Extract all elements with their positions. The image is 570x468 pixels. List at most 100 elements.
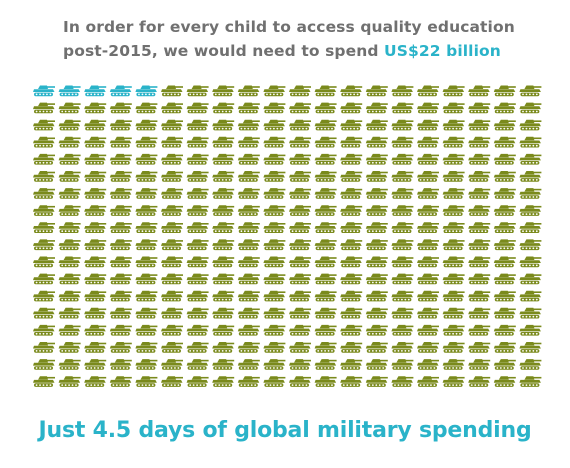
tank-icon	[263, 222, 286, 233]
tank-icon	[442, 153, 465, 165]
tank-icon	[263, 188, 286, 199]
tank-icon	[468, 359, 491, 370]
tank-icon	[58, 239, 81, 251]
tank-icon	[493, 359, 516, 370]
tank-icon	[442, 376, 465, 387]
tank-icon	[212, 273, 235, 285]
tank-icon	[237, 290, 260, 302]
tank-icon	[84, 171, 107, 182]
tank-icon	[442, 239, 465, 251]
tank-icon	[519, 102, 542, 114]
tank-icon	[33, 153, 55, 165]
tank-icon	[161, 222, 183, 233]
tank-icon	[212, 290, 235, 302]
tank-icon	[365, 359, 388, 370]
tank-icon	[493, 324, 516, 336]
tank-icon	[84, 376, 107, 387]
tank-icon	[263, 119, 286, 131]
tank-icon	[161, 136, 183, 148]
tank-icon	[417, 153, 439, 165]
tank-icon	[212, 136, 235, 148]
tank-icon	[58, 205, 81, 216]
tank-icon	[263, 376, 286, 387]
tank-icon	[135, 119, 158, 131]
headline-line-1: In order for every child to access quali…	[63, 18, 515, 36]
tank-icon	[237, 376, 260, 387]
tank-icon	[212, 188, 235, 199]
tank-icon	[58, 153, 81, 165]
tank-icon	[468, 239, 491, 251]
tank-icon	[58, 324, 81, 336]
tank-icon	[340, 102, 363, 114]
tank-icon	[135, 273, 158, 285]
tank-icon	[519, 188, 542, 199]
tank-icon	[186, 273, 209, 285]
tank-icon	[442, 324, 465, 336]
tank-icon	[289, 273, 311, 285]
tank-icon	[33, 136, 55, 148]
tank-icon	[109, 205, 132, 216]
tank-icon	[58, 119, 81, 131]
tank-icon	[340, 359, 363, 370]
tank-icon	[391, 188, 414, 199]
tank-icon	[237, 85, 260, 97]
tank-icon	[365, 324, 388, 336]
tank-icon	[186, 307, 209, 319]
tank-icon	[289, 239, 311, 251]
tank-icon	[468, 273, 491, 285]
tank-icon	[212, 85, 235, 97]
tank-icon	[58, 290, 81, 302]
tank-icon	[289, 102, 311, 114]
tank-icon	[468, 205, 491, 216]
tank-icon	[237, 153, 260, 165]
tank-icon	[442, 359, 465, 370]
tank-icon	[58, 222, 81, 233]
tank-icon	[212, 222, 235, 233]
tank-icon	[365, 290, 388, 302]
tank-icon	[58, 307, 81, 319]
tank-icon	[519, 359, 542, 370]
tank-icon	[468, 376, 491, 387]
tank-icon	[391, 376, 414, 387]
tank-icon	[289, 307, 311, 319]
tank-icon	[519, 324, 542, 336]
tank-icon	[109, 239, 132, 251]
tank-icon	[365, 307, 388, 319]
tank-icon	[161, 205, 183, 216]
tank-icon	[493, 153, 516, 165]
headline: In order for every child to access quali…	[63, 15, 533, 63]
tank-icon	[186, 119, 209, 131]
tank-icon	[391, 102, 414, 114]
tank-icon	[340, 85, 363, 97]
tank-icon	[289, 324, 311, 336]
tank-icon	[442, 85, 465, 97]
tank-icon	[289, 290, 311, 302]
tank-icon	[519, 205, 542, 216]
tank-icon	[263, 290, 286, 302]
tank-icon	[365, 188, 388, 199]
tank-icon	[493, 290, 516, 302]
tank-icon	[212, 324, 235, 336]
tank-icon	[340, 119, 363, 131]
tank-icon	[493, 85, 516, 97]
tank-icon	[493, 376, 516, 387]
tank-icon	[263, 136, 286, 148]
tank-icon	[289, 119, 311, 131]
tank-icon	[33, 273, 55, 285]
tank-icon	[58, 273, 81, 285]
tank-icon	[417, 376, 439, 387]
tank-icon	[493, 222, 516, 233]
tank-icon	[58, 188, 81, 199]
tank-icon	[33, 85, 55, 97]
tank-icon	[263, 153, 286, 165]
tank-icon	[519, 290, 542, 302]
tank-icon	[58, 171, 81, 182]
tank-icon	[314, 342, 337, 353]
tank-icon	[33, 376, 55, 387]
tank-icon	[340, 256, 363, 268]
tank-grid-svg	[33, 85, 542, 387]
tank-icon	[417, 290, 439, 302]
tank-icon	[109, 256, 132, 268]
headline-line-2-text: post-2015, we would need to spend	[63, 42, 385, 60]
tank-icon	[391, 342, 414, 353]
